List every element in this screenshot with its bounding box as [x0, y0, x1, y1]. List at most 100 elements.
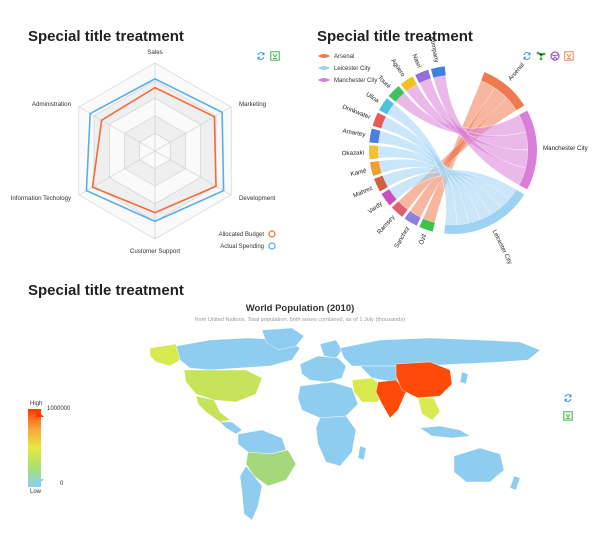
region-indonesia[interactable] [419, 425, 471, 439]
chord-player-label: Nasri [411, 53, 423, 69]
chord-player-label: Amartey [342, 128, 367, 139]
radar-legend-label: Actual Spending [220, 244, 264, 250]
map-subtitle: from United Nations, Total population, b… [194, 317, 406, 323]
chord-player-arc [374, 175, 388, 192]
restore-icon[interactable] [522, 51, 532, 61]
chord-player-label: Ramsey [376, 213, 397, 235]
region-central-africa[interactable] [315, 415, 357, 467]
region-central-america[interactable] [219, 421, 243, 435]
visual-map-gradient[interactable] [28, 409, 41, 487]
chord-legend-label: Leicester City [334, 66, 370, 72]
chord-card: Special title treatment Arsenal Mancheste… [300, 0, 600, 265]
visual-map-max-handle[interactable] [36, 409, 44, 417]
chord-arcs [369, 66, 537, 234]
region-australia[interactable] [453, 447, 505, 483]
card-title: Special title treatment [317, 28, 473, 45]
chord-ribbons [377, 75, 529, 226]
radar-legend-marker [268, 230, 276, 238]
radar-axis-line [154, 106, 232, 152]
chord-player-label: Drinkwater [341, 104, 371, 121]
region-south-america-north[interactable] [237, 429, 287, 455]
chord-ribbon [386, 103, 458, 226]
chord-team-label: Manchester City [543, 145, 589, 152]
chord-player-label: Agüero [389, 58, 406, 79]
chord-team-arc [519, 110, 537, 190]
chord-player-label: Ulloa [365, 91, 381, 105]
region-china[interactable] [395, 361, 453, 399]
chord-player-label: Özil [418, 233, 428, 245]
chord-layout-icon[interactable] [550, 51, 560, 61]
chord-chart: Arsenal Manchester City Leicester City Özil… [318, 36, 589, 265]
region-madagascar[interactable] [357, 445, 367, 461]
chord-team-arc [481, 72, 525, 111]
chord-player-arc [379, 98, 394, 115]
chord-team-label: Leicester City [491, 229, 514, 265]
region-usa[interactable] [183, 369, 263, 403]
radar-card: Special title treatment Sales Marketing De… [0, 0, 290, 265]
radar-series-allocated-budget [91, 86, 217, 214]
chord-player-arc [388, 86, 405, 102]
chord-player-label: Okazaki [342, 149, 365, 157]
visual-map-max-label: 1000000 [47, 406, 71, 412]
world-map[interactable] [0, 270, 600, 534]
chord-player-arc [372, 112, 386, 129]
chord-ribbon [395, 92, 527, 137]
save-image-icon[interactable] [270, 51, 280, 61]
save-image-icon[interactable] [563, 411, 573, 421]
chord-legend-label: Manchester City [334, 78, 377, 84]
region-canada[interactable] [175, 337, 301, 371]
radar-indicator-label: Sales [147, 49, 162, 56]
radar-axis-line [78, 150, 156, 196]
radar-series-actual-spending [85, 77, 225, 223]
region-europe[interactable] [299, 355, 347, 383]
chord-legend-label: Arsenal [334, 54, 354, 60]
chord-legend-marker [318, 66, 330, 70]
visual-map-min-label: 0 [60, 481, 64, 487]
radar-legend-label: Allocated Budget [219, 232, 265, 238]
force-layout-icon[interactable] [536, 51, 546, 61]
radar-axis-line [78, 106, 156, 152]
region-southeast-asia[interactable] [417, 397, 441, 421]
region-north-africa[interactable] [297, 381, 359, 419]
chord-legend-marker [318, 78, 330, 82]
chord-ribbon [398, 97, 517, 211]
region-new-zealand[interactable] [509, 475, 521, 491]
map-title: World Population (2010) [245, 303, 355, 314]
region-greenland[interactable] [261, 327, 305, 351]
region-india[interactable] [375, 379, 407, 419]
chord-player-arc [419, 218, 435, 232]
visual-map-min-handle[interactable] [36, 479, 44, 487]
radar-legend[interactable]: Allocated Budget Actual Spending [219, 230, 276, 250]
radar-axes [78, 63, 232, 239]
chord-player-label: Kanté [350, 167, 368, 178]
chord-legend-marker [318, 54, 330, 58]
chord-player-arc [400, 76, 417, 92]
map-toolbox [563, 393, 573, 421]
radar-indicator-labels: Sales Marketing Development Customer Suppor… [11, 49, 276, 255]
chord-player-arc [430, 66, 446, 78]
chord-toolbox [522, 51, 574, 61]
restore-icon[interactable] [563, 393, 573, 403]
region-japan[interactable] [459, 371, 469, 385]
save-image-icon[interactable] [564, 51, 574, 61]
radar-indicator-label: Information Techology [11, 195, 72, 202]
region-mexico[interactable] [195, 395, 231, 423]
region-alaska[interactable] [149, 343, 181, 367]
chord-player-label: Mahrez [352, 185, 374, 200]
chord-team-label: Arsenal [507, 62, 526, 83]
restore-icon[interactable] [256, 51, 266, 61]
region-russia[interactable] [339, 337, 541, 367]
visual-map-low-label: Low [30, 489, 42, 495]
chord-player-arc [369, 160, 382, 176]
radar-axis-line [154, 150, 232, 196]
chord-player-arc [369, 128, 381, 144]
region-scandinavia[interactable] [319, 339, 343, 359]
region-south-america-south[interactable] [239, 465, 263, 521]
region-brazil[interactable] [245, 449, 297, 487]
chord-player-label: Sanchez [393, 225, 411, 249]
chord-legend[interactable]: Arsenal Leicester City Manchester City [318, 54, 377, 84]
chord-player-arc [404, 211, 421, 226]
visual-map[interactable]: High 1000000 0 Low [28, 401, 88, 497]
chord-ribbon [378, 130, 481, 224]
radar-indicator-label: Development [239, 195, 276, 202]
